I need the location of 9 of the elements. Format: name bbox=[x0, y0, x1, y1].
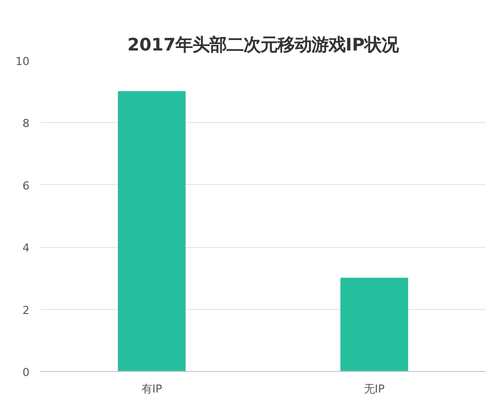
y-tick-label: 6 bbox=[22, 179, 30, 192]
y-tick-label: 8 bbox=[22, 117, 30, 130]
y-tick-label: 0 bbox=[22, 366, 30, 379]
x-tick-label: 无IP bbox=[364, 382, 386, 396]
y-tick-label: 4 bbox=[22, 242, 30, 255]
y-tick-label: 10 bbox=[16, 55, 30, 68]
chart-title: 2017年头部二次元移动游戏IP状况 bbox=[127, 36, 400, 56]
y-tick-label: 2 bbox=[22, 304, 30, 317]
x-tick-label: 有IP bbox=[141, 382, 163, 396]
